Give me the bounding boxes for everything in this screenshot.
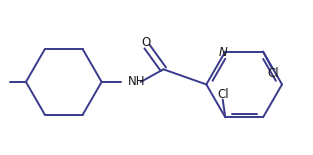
Text: Cl: Cl bbox=[267, 67, 279, 80]
Text: NH: NH bbox=[128, 75, 146, 88]
Text: Cl: Cl bbox=[217, 88, 228, 101]
Text: O: O bbox=[141, 36, 151, 49]
Text: N: N bbox=[218, 46, 227, 59]
